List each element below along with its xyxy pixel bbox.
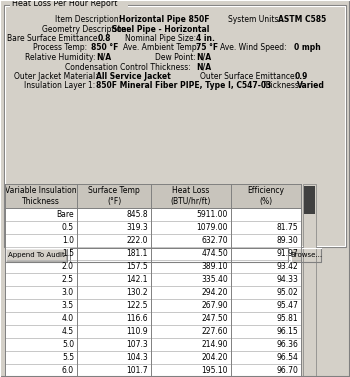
Text: 142.1: 142.1 (126, 275, 148, 284)
Bar (5, 6, 345, 246)
Text: 104.3: 104.3 (126, 353, 148, 362)
Text: 4.0: 4.0 (62, 314, 74, 323)
Text: 0 mph: 0 mph (294, 43, 321, 52)
Text: 389.10: 389.10 (202, 262, 228, 271)
Text: N/A: N/A (96, 53, 111, 62)
Text: 850 °F: 850 °F (91, 43, 118, 52)
Text: 222.0: 222.0 (126, 236, 148, 245)
Text: Relative Humidity:: Relative Humidity: (25, 53, 96, 62)
Text: Dew Point:: Dew Point: (155, 53, 196, 62)
Text: 267.90: 267.90 (201, 301, 228, 310)
Text: 214.90: 214.90 (202, 340, 228, 349)
Text: 4.5: 4.5 (62, 327, 74, 336)
Text: 122.5: 122.5 (126, 301, 148, 310)
Text: 3.0: 3.0 (62, 288, 74, 297)
Text: 94.33: 94.33 (276, 275, 298, 284)
Text: Process Temp:: Process Temp: (33, 43, 87, 52)
Bar (304, 186, 315, 214)
Text: 5.5: 5.5 (62, 353, 74, 362)
Text: Bare Surface Emittance:: Bare Surface Emittance: (7, 34, 100, 43)
Text: 130.2: 130.2 (126, 288, 148, 297)
Bar (5, 184, 301, 208)
Text: 101.7: 101.7 (126, 366, 148, 375)
Bar (4, 5, 346, 247)
Text: N/A: N/A (196, 63, 211, 72)
Text: Steel Pipe - Horizontal: Steel Pipe - Horizontal (112, 25, 209, 34)
Text: 96.70: 96.70 (276, 366, 298, 375)
Text: All Service Jacket: All Service Jacket (96, 72, 171, 81)
Text: Outer Surface Emittance:: Outer Surface Emittance: (200, 72, 297, 81)
Bar (5, 184, 301, 377)
Text: Insulation Layer 1:: Insulation Layer 1: (24, 81, 95, 90)
Text: Heat Loss Per Hour Report: Heat Loss Per Hour Report (12, 0, 117, 9)
Text: N/A: N/A (196, 53, 211, 62)
Text: Geometry Description:: Geometry Description: (42, 25, 129, 34)
Text: 95.81: 95.81 (276, 314, 298, 323)
Text: 95.47: 95.47 (276, 301, 298, 310)
Text: Bare: Bare (56, 210, 74, 219)
Text: 0.8: 0.8 (98, 34, 112, 43)
Text: Varied: Varied (297, 81, 325, 90)
Text: Condensation Control Thickness:: Condensation Control Thickness: (65, 63, 191, 72)
Text: 195.10: 195.10 (202, 366, 228, 375)
Text: 1.0: 1.0 (62, 236, 74, 245)
Text: 107.3: 107.3 (126, 340, 148, 349)
Text: 2.5: 2.5 (62, 275, 74, 284)
Text: 294.20: 294.20 (202, 288, 228, 297)
Text: 0.9: 0.9 (295, 72, 308, 81)
Bar (303, 184, 316, 377)
Text: 319.3: 319.3 (126, 223, 148, 232)
Text: Thickness:: Thickness: (262, 81, 302, 90)
Text: 845.8: 845.8 (126, 210, 148, 219)
Text: 6.0: 6.0 (62, 366, 74, 375)
Text: 335.40: 335.40 (201, 275, 228, 284)
Text: Surface Temp
(°F): Surface Temp (°F) (88, 186, 140, 206)
Text: 95.02: 95.02 (276, 288, 298, 297)
Text: Heat Loss
(BTU/hr/ft): Heat Loss (BTU/hr/ft) (171, 186, 211, 206)
Text: 1.5: 1.5 (62, 249, 74, 258)
Text: 204.20: 204.20 (202, 353, 228, 362)
Bar (291, 248, 321, 262)
Bar (71, 249, 287, 261)
Text: Ave. Ambient Temp:: Ave. Ambient Temp: (123, 43, 199, 52)
Text: Horizontal Pipe 850F: Horizontal Pipe 850F (119, 15, 210, 24)
Text: 3.5: 3.5 (62, 301, 74, 310)
Text: 89.30: 89.30 (276, 236, 298, 245)
Text: Outer Jacket Material:: Outer Jacket Material: (14, 72, 98, 81)
Text: 0.5: 0.5 (62, 223, 74, 232)
Text: Browse...: Browse... (290, 252, 322, 258)
Text: System Units:: System Units: (228, 15, 281, 24)
Text: 247.50: 247.50 (201, 314, 228, 323)
Text: 4 in.: 4 in. (196, 34, 215, 43)
Text: 5.0: 5.0 (62, 340, 74, 349)
Text: Append To Audit: Append To Audit (8, 252, 64, 258)
Text: 5911.00: 5911.00 (197, 210, 228, 219)
Text: ASTM C585: ASTM C585 (278, 15, 326, 24)
Text: Nominal Pipe Size:: Nominal Pipe Size: (125, 34, 196, 43)
Text: 2.0: 2.0 (62, 262, 74, 271)
Text: Item Description:: Item Description: (55, 15, 121, 24)
Text: 850F Mineral Fiber PIPE, Type I, C547-03: 850F Mineral Fiber PIPE, Type I, C547-03 (96, 81, 271, 90)
Text: Variable Insulation
Thickness: Variable Insulation Thickness (5, 186, 77, 206)
Text: 181.1: 181.1 (127, 249, 148, 258)
Bar (70, 248, 288, 262)
Text: 632.70: 632.70 (201, 236, 228, 245)
Text: 81.75: 81.75 (276, 223, 298, 232)
Text: 157.5: 157.5 (126, 262, 148, 271)
Text: 1079.00: 1079.00 (196, 223, 228, 232)
Text: 227.60: 227.60 (202, 327, 228, 336)
Bar (10, 0, 128, 8)
Text: 110.9: 110.9 (126, 327, 148, 336)
Text: 93.42: 93.42 (276, 262, 298, 271)
Text: 96.36: 96.36 (276, 340, 298, 349)
Text: 116.6: 116.6 (126, 314, 148, 323)
Text: 75 °F: 75 °F (196, 43, 218, 52)
Text: 91.97: 91.97 (276, 249, 298, 258)
Text: 96.15: 96.15 (276, 327, 298, 336)
Text: Ave. Wind Speed:: Ave. Wind Speed: (220, 43, 287, 52)
Text: Efficiency
(%): Efficiency (%) (247, 186, 285, 206)
Bar (5, 248, 67, 262)
Text: 96.54: 96.54 (276, 353, 298, 362)
Text: 474.50: 474.50 (201, 249, 228, 258)
